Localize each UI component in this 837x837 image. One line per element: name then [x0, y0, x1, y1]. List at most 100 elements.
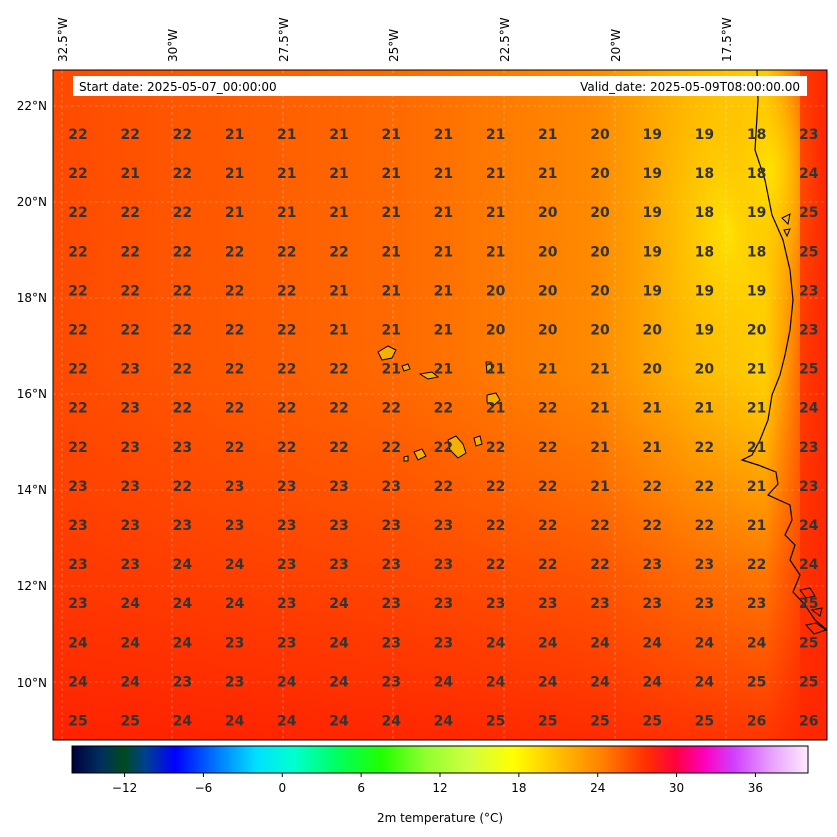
- grid-value: 25: [799, 244, 818, 260]
- colorbar-tick-label: −12: [112, 781, 137, 795]
- grid-value: 24: [590, 635, 610, 651]
- grid-value: 21: [590, 479, 609, 495]
- grid-value: 19: [747, 283, 766, 299]
- grid-value: 18: [695, 244, 714, 260]
- grid-value: 22: [120, 244, 139, 260]
- grid-value: 23: [68, 479, 87, 495]
- header-box: Start date: 2025-05-07_00:00:00 Valid_da…: [73, 76, 807, 96]
- grid-value: 24: [225, 714, 245, 730]
- grid-value: 25: [747, 674, 766, 690]
- grid-value: 23: [225, 635, 244, 651]
- island-sao-vicente: [401, 363, 411, 372]
- grid-value: 22: [225, 362, 244, 378]
- grid-value: 22: [590, 557, 609, 573]
- grid-value: 23: [747, 596, 766, 612]
- grid-value: 18: [695, 205, 714, 221]
- grid-value: 24: [277, 714, 297, 730]
- grid-value: 21: [486, 166, 505, 182]
- grid-value: 21: [434, 244, 453, 260]
- grid-value: 21: [642, 401, 661, 417]
- grid-value: 25: [695, 714, 714, 730]
- grid-value: 21: [590, 401, 609, 417]
- grid-value: 24: [538, 635, 558, 651]
- grid-value: 20: [538, 244, 558, 260]
- cape-verde-islands: [377, 345, 501, 462]
- grid-value: 22: [173, 127, 192, 143]
- grid-value: 23: [277, 557, 296, 573]
- grid-value: 21: [225, 127, 244, 143]
- grid-value: 24: [329, 714, 349, 730]
- grid-value: 22: [434, 440, 453, 456]
- grid-value: 20: [695, 362, 715, 378]
- grid-value: 22: [277, 283, 296, 299]
- grid-value: 24: [173, 557, 193, 573]
- grid-value: 26: [747, 714, 766, 730]
- grid-value: 24: [120, 674, 140, 690]
- grid-value: 21: [277, 127, 296, 143]
- lat-label: 12°N: [17, 579, 47, 593]
- grid-value: 24: [486, 635, 506, 651]
- colorbar-tick-label: 0: [278, 781, 286, 795]
- grid-value: 22: [642, 518, 661, 534]
- colorbar-tick-label: 24: [590, 781, 605, 795]
- grid-value: 23: [173, 440, 192, 456]
- grid-value: 22: [173, 166, 192, 182]
- grid-value: 21: [434, 283, 453, 299]
- grid-value: 22: [277, 244, 296, 260]
- grid-value: 22: [68, 362, 87, 378]
- grid-value: 19: [642, 244, 661, 260]
- grid-value: 22: [120, 323, 139, 339]
- grid-value: 21: [381, 127, 400, 143]
- grid-value: 24: [173, 714, 193, 730]
- grid-value: 18: [747, 166, 766, 182]
- grid-value: 23: [277, 635, 296, 651]
- grid-value: 22: [173, 244, 192, 260]
- lat-label: 10°N: [17, 676, 47, 690]
- grid-value: 22: [538, 557, 557, 573]
- grid-value: 22: [695, 440, 714, 456]
- lat-label: 22°N: [17, 99, 47, 113]
- grid-value: 23: [225, 479, 244, 495]
- grid-value: 21: [329, 166, 348, 182]
- grid-value: 21: [747, 401, 766, 417]
- grid-value: 21: [225, 166, 244, 182]
- grid-value: 22: [173, 479, 192, 495]
- grid-value: 21: [381, 205, 400, 221]
- grid-value: 22: [434, 479, 453, 495]
- grid-value: 20: [590, 127, 610, 143]
- grid-value: 18: [747, 127, 766, 143]
- coastal-islands: [781, 213, 828, 635]
- grid-value: 24: [381, 714, 401, 730]
- grid-value: 25: [68, 714, 87, 730]
- grid-value: 21: [486, 205, 505, 221]
- grid-value: 23: [434, 518, 453, 534]
- grid-value: 23: [799, 127, 818, 143]
- grid-value: 22: [173, 362, 192, 378]
- grid-value: 25: [799, 596, 818, 612]
- grid-value: 21: [486, 401, 505, 417]
- grid-value: 24: [799, 166, 819, 182]
- grid-value: 21: [434, 166, 453, 182]
- grid-value: 24: [799, 557, 819, 573]
- grid-value: 21: [329, 127, 348, 143]
- grid-value: 23: [799, 440, 818, 456]
- grid-value: 23: [173, 674, 192, 690]
- grid-value: 21: [120, 166, 139, 182]
- grid-value: 20: [642, 323, 662, 339]
- grid-value: 25: [799, 205, 818, 221]
- grid-value: 25: [799, 362, 818, 378]
- grid-value: 23: [225, 674, 244, 690]
- grid-value: 21: [277, 166, 296, 182]
- grid-value: 22: [538, 401, 557, 417]
- grid-value: 22: [68, 440, 87, 456]
- grid-value: 22: [120, 127, 139, 143]
- grid-value: 26: [799, 714, 818, 730]
- grid-value: 24: [329, 674, 349, 690]
- grid-value: 23: [277, 518, 296, 534]
- grid-value: 19: [642, 166, 661, 182]
- grid-value: 24: [642, 674, 662, 690]
- grid-value: 19: [642, 283, 661, 299]
- grid-value: 20: [486, 323, 506, 339]
- colorbar-tick-label: 12: [432, 781, 447, 795]
